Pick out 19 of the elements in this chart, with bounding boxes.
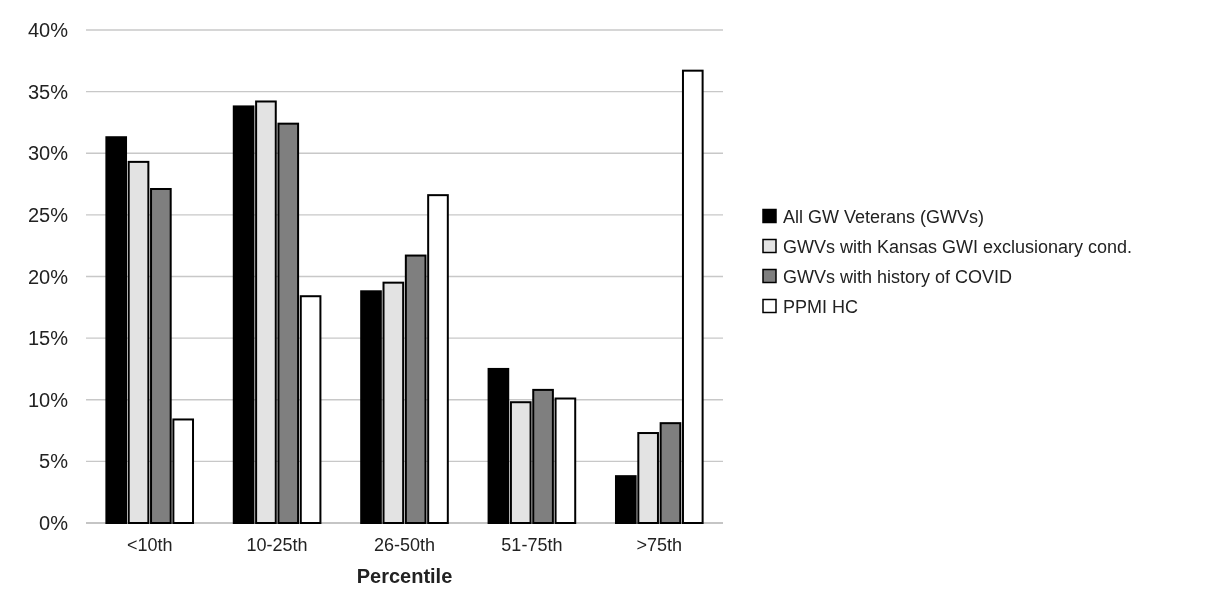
x-tick-label: >75th — [636, 535, 683, 555]
y-tick-label: 15% — [27, 327, 69, 350]
x-tick-label: <10th — [126, 535, 173, 555]
y-tick-label: 35% — [27, 80, 69, 103]
y-tick-label: 10% — [27, 388, 69, 411]
y-tick-label: 40% — [27, 19, 69, 41]
x-tick-label: 51-75th — [501, 535, 563, 555]
legend-label: GWVs with Kansas GWI exclusionary cond. — [783, 236, 1133, 257]
legend-label: All GW Veterans (GWVs) — [783, 206, 985, 227]
legend-label: GWVs with history of COVID — [783, 266, 1013, 287]
x-axis-title: Percentile — [356, 565, 453, 587]
y-tick-label: 5% — [39, 450, 69, 473]
y-tick-label: 0% — [39, 512, 69, 534]
y-tick-label: 25% — [27, 203, 69, 226]
x-tick-label: 10-25th — [246, 535, 308, 555]
x-tick-label: 26-50th — [373, 535, 436, 555]
y-tick-label: 30% — [27, 142, 69, 165]
legend-label: PPMI HC — [783, 296, 859, 317]
y-tick-label: 20% — [27, 265, 69, 288]
